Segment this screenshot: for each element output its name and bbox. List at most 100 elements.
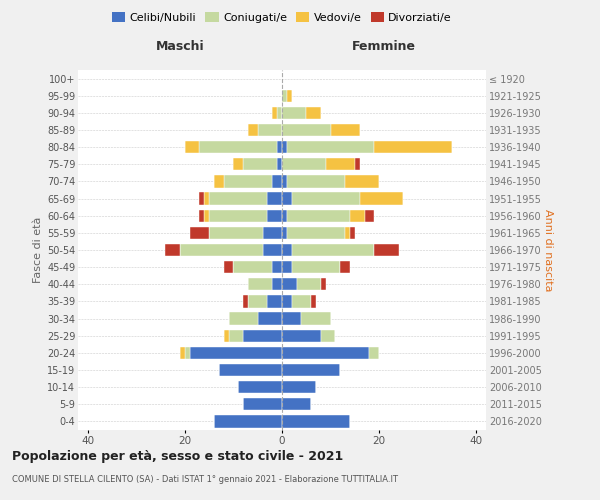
Bar xyxy=(238,381,282,394)
Bar xyxy=(199,192,204,204)
Bar xyxy=(209,226,263,239)
Bar xyxy=(374,141,452,154)
Bar xyxy=(292,261,340,274)
Bar xyxy=(268,192,282,204)
Text: Popolazione per età, sesso e stato civile - 2021: Popolazione per età, sesso e stato civil… xyxy=(12,450,343,463)
Bar xyxy=(370,346,379,359)
Bar xyxy=(355,158,360,170)
Text: COMUNE DI STELLA CILENTO (SA) - Dati ISTAT 1° gennaio 2021 - Elaborazione TUTTIT: COMUNE DI STELLA CILENTO (SA) - Dati IST… xyxy=(12,475,398,484)
Bar xyxy=(340,261,350,274)
Bar xyxy=(243,330,282,342)
Bar xyxy=(214,176,224,188)
Bar xyxy=(282,416,350,428)
Bar xyxy=(287,141,374,154)
Bar xyxy=(282,192,292,204)
Text: Femmine: Femmine xyxy=(352,40,416,52)
Bar xyxy=(331,124,360,136)
Bar xyxy=(248,296,268,308)
Y-axis label: Anni di nascita: Anni di nascita xyxy=(543,209,553,291)
Bar xyxy=(374,244,398,256)
Bar xyxy=(282,346,370,359)
Bar xyxy=(301,312,331,324)
Bar xyxy=(209,210,268,222)
Bar xyxy=(248,124,258,136)
Bar xyxy=(282,381,316,394)
Bar xyxy=(190,226,209,239)
Bar xyxy=(199,141,277,154)
Bar xyxy=(287,90,292,102)
Bar xyxy=(190,346,282,359)
Bar xyxy=(233,158,243,170)
Bar xyxy=(263,244,282,256)
Bar xyxy=(350,226,355,239)
Bar xyxy=(282,296,292,308)
Bar xyxy=(282,210,287,222)
Bar xyxy=(268,296,282,308)
Bar xyxy=(345,226,350,239)
Bar xyxy=(233,261,272,274)
Bar xyxy=(282,278,296,290)
Bar xyxy=(272,278,282,290)
Text: Maschi: Maschi xyxy=(155,40,205,52)
Bar xyxy=(277,141,282,154)
Bar xyxy=(282,141,287,154)
Bar xyxy=(272,106,277,119)
Bar xyxy=(204,210,209,222)
Bar xyxy=(282,106,306,119)
Bar xyxy=(282,124,331,136)
Bar xyxy=(311,296,316,308)
Bar xyxy=(282,261,292,274)
Bar xyxy=(282,176,287,188)
Bar xyxy=(321,278,326,290)
Bar xyxy=(180,346,185,359)
Bar xyxy=(292,244,374,256)
Bar xyxy=(306,106,321,119)
Bar xyxy=(224,330,229,342)
Bar xyxy=(229,330,243,342)
Bar xyxy=(282,90,287,102)
Bar xyxy=(287,226,345,239)
Bar xyxy=(282,158,326,170)
Bar xyxy=(350,210,365,222)
Bar xyxy=(277,158,282,170)
Bar xyxy=(296,278,321,290)
Bar xyxy=(243,296,248,308)
Bar xyxy=(345,176,379,188)
Bar xyxy=(282,244,292,256)
Bar xyxy=(243,398,282,410)
Bar xyxy=(282,364,340,376)
Bar xyxy=(321,330,335,342)
Bar xyxy=(282,398,311,410)
Bar xyxy=(180,244,263,256)
Bar xyxy=(360,192,403,204)
Bar xyxy=(219,364,282,376)
Bar xyxy=(166,244,180,256)
Bar xyxy=(272,176,282,188)
Bar xyxy=(263,226,282,239)
Legend: Celibi/Nubili, Coniugati/e, Vedovi/e, Divorziati/e: Celibi/Nubili, Coniugati/e, Vedovi/e, Di… xyxy=(107,8,457,28)
Bar xyxy=(204,192,209,204)
Bar xyxy=(282,226,287,239)
Bar xyxy=(326,158,355,170)
Bar xyxy=(272,261,282,274)
Y-axis label: Fasce di età: Fasce di età xyxy=(32,217,43,283)
Bar xyxy=(214,416,282,428)
Bar xyxy=(268,210,282,222)
Bar xyxy=(287,176,345,188)
Bar xyxy=(258,124,282,136)
Bar xyxy=(287,210,350,222)
Bar xyxy=(365,210,374,222)
Bar xyxy=(282,312,301,324)
Bar xyxy=(224,176,272,188)
Bar xyxy=(243,158,277,170)
Bar xyxy=(229,312,258,324)
Bar xyxy=(185,346,190,359)
Bar xyxy=(282,330,321,342)
Bar xyxy=(185,141,199,154)
Bar xyxy=(224,261,233,274)
Bar xyxy=(248,278,272,290)
Bar xyxy=(292,296,311,308)
Bar xyxy=(199,210,204,222)
Bar xyxy=(209,192,268,204)
Bar xyxy=(258,312,282,324)
